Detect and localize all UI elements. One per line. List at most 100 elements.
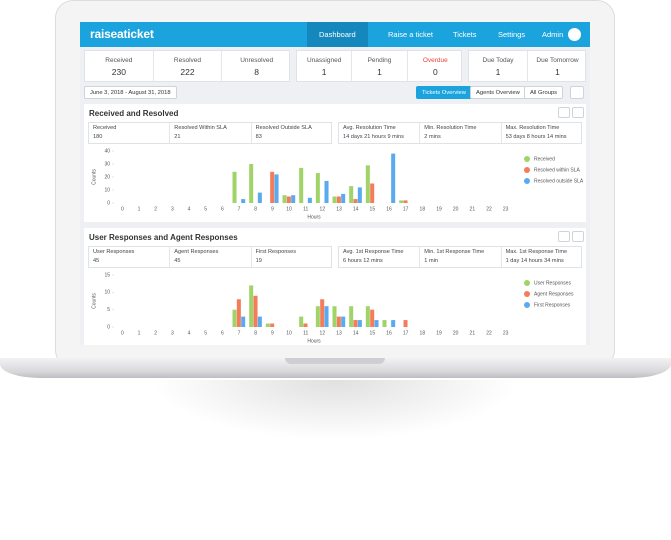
nav-item[interactable]: Raise a ticket <box>388 30 434 39</box>
x-tick-label: 11 <box>303 206 308 212</box>
stat: Unassigned 1 <box>297 51 353 81</box>
summary-cell: Max. 1st Response Time 1 day 14 hours 34 … <box>502 247 583 267</box>
summary-label: Avg. Resolution Time <box>343 125 396 131</box>
screen: raiseaticket Dashboard Raise a ticket Ti… <box>80 22 590 345</box>
stat: Due Tomorrow 1 <box>528 51 587 81</box>
panel-title: Received and Resolved <box>89 109 179 118</box>
x-tick-label: 2 <box>154 330 157 336</box>
stat: Resolved 222 <box>154 51 223 81</box>
x-tick-label: 11 <box>303 330 308 336</box>
navbar: raiseaticket Dashboard Raise a ticket Ti… <box>80 22 590 47</box>
x-tick-label: 10 <box>286 330 292 336</box>
legend-label: Received <box>534 156 555 162</box>
nav-item[interactable]: Dashboard <box>307 22 368 47</box>
avatar[interactable] <box>568 28 581 41</box>
nav-item[interactable]: Tickets <box>453 30 477 39</box>
summary-cell: Avg. 1st Response Time 6 hours 12 mins <box>339 247 421 267</box>
summary-label: Resolved Within SLA <box>174 125 227 131</box>
bar <box>282 195 287 203</box>
stat-value: 230 <box>111 67 126 77</box>
legend-label: Agent Responses <box>534 291 574 297</box>
chart-type-button[interactable] <box>572 107 584 118</box>
stat-value: 222 <box>180 67 195 77</box>
x-tick-label: 19 <box>436 330 442 336</box>
laptop-base <box>0 358 671 378</box>
bar <box>336 316 341 327</box>
summary-group: Received 180 Resolved Within SLA 21 Resolved… <box>88 122 332 144</box>
bar <box>307 197 312 203</box>
view-tab[interactable]: Tickets Overview <box>416 86 472 99</box>
bar <box>257 192 262 203</box>
stat-value: 1 <box>377 67 382 77</box>
group-select[interactable]: All Groups <box>524 86 564 99</box>
chart-type-button[interactable] <box>558 231 570 242</box>
bar <box>274 174 279 203</box>
summary-cell: Max. Resolution Time 53 days 8 hours 14 m… <box>502 123 583 143</box>
summary-value: 180 <box>93 134 103 140</box>
bar <box>403 200 408 203</box>
x-tick-label: 21 <box>470 330 476 336</box>
summary-cell: Agent Responses 45 <box>170 247 252 267</box>
x-tick-label: 3 <box>171 330 174 336</box>
bar <box>324 306 329 327</box>
bar <box>320 299 325 327</box>
x-tick-label: 13 <box>336 330 342 336</box>
x-tick-label: 23 <box>503 206 509 212</box>
x-tick-label: 17 <box>403 330 409 336</box>
y-tick-label: 30 <box>104 161 110 167</box>
y-tick-label: 5 <box>107 307 110 313</box>
x-tick-label: 15 <box>370 330 376 336</box>
legend-swatch <box>524 291 530 297</box>
bar <box>370 183 375 203</box>
bar <box>232 171 237 203</box>
stat-value: 8 <box>254 67 260 77</box>
bar <box>315 306 320 327</box>
refresh-button[interactable] <box>570 86 584 99</box>
bar <box>391 153 396 203</box>
user-menu[interactable]: Admin <box>542 30 564 39</box>
bar <box>391 320 396 327</box>
summary-group: Avg. Resolution Time 14 days 21 hours 9 m… <box>338 122 582 144</box>
x-tick-label: 0 <box>121 206 124 212</box>
brand[interactable]: raiseaticket <box>90 27 154 41</box>
view-tab[interactable]: Agents Overview <box>470 86 526 99</box>
bar <box>332 196 337 203</box>
nav-item[interactable]: Settings <box>498 30 526 39</box>
x-tick-label: 12 <box>320 206 326 212</box>
summary-cell: Min. 1st Response Time 1 min <box>420 247 502 267</box>
bar <box>399 200 404 203</box>
stat-card: Due Today 1 Due Tomorrow 1 <box>468 50 586 82</box>
summary-label: Max. Resolution Time <box>505 125 560 131</box>
x-tick-label: 16 <box>386 330 392 336</box>
bar <box>403 320 408 327</box>
stat: Due Today 1 <box>469 51 528 81</box>
x-tick-label: 5 <box>204 206 207 212</box>
stat-label: Due Today <box>482 57 514 64</box>
bar <box>315 173 320 203</box>
chart-type-button[interactable] <box>558 107 570 118</box>
date-range-picker[interactable]: June 3, 2018 - August 31, 2018 <box>84 86 177 99</box>
summary-value: 45 <box>174 258 181 264</box>
stat-value: 1 <box>555 67 560 77</box>
summary-group: Avg. 1st Response Time 6 hours 12 mins Min… <box>338 246 582 268</box>
summary-value: 21 <box>174 134 181 140</box>
chart-type-button[interactable] <box>572 231 584 242</box>
summary-label: First Responses <box>255 249 297 255</box>
x-tick-label: 18 <box>420 206 426 212</box>
laptop-notch <box>285 358 385 364</box>
chart-panel: Received and Resolved Received 180 Resolved… <box>84 104 586 222</box>
summary-cell: First Responses 19 <box>252 247 333 267</box>
stat: Overdue 0 <box>408 51 463 81</box>
y-tick-label: 10 <box>104 187 110 193</box>
summary-label: Max. 1st Response Time <box>505 249 568 255</box>
bar <box>324 180 329 203</box>
x-tick-label: 15 <box>370 206 376 212</box>
x-tick-label: 22 <box>486 330 492 336</box>
stat-label: Unresolved <box>240 57 274 64</box>
summary-value: 1 day 14 hours 34 mins <box>505 258 564 264</box>
summary-cell: User Responses 45 <box>89 247 171 267</box>
bar <box>249 285 254 327</box>
stat-value: 1 <box>321 67 327 77</box>
